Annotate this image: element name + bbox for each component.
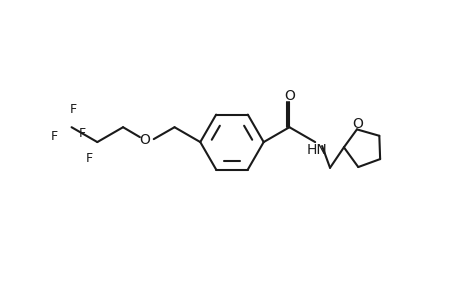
Text: F: F (70, 103, 77, 116)
Text: O: O (139, 133, 150, 147)
Text: F: F (78, 127, 85, 140)
Text: O: O (352, 117, 363, 131)
Text: HN: HN (306, 143, 327, 157)
Text: F: F (85, 152, 93, 165)
Text: F: F (50, 130, 57, 142)
Text: O: O (283, 88, 294, 103)
